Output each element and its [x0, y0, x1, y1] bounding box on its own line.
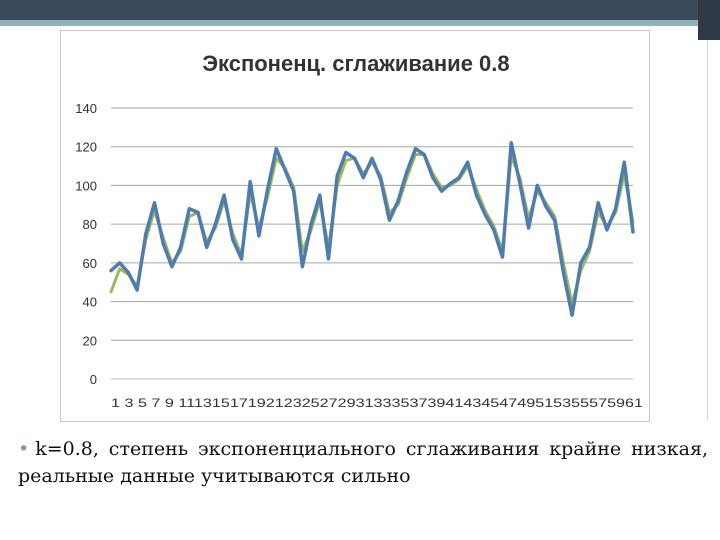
grid-lines — [111, 107, 633, 380]
y-tick-label: 120 — [75, 140, 97, 155]
bullet-marker: • — [18, 438, 30, 460]
y-tick-label: 0 — [90, 372, 97, 387]
slide-header-bar — [0, 0, 720, 40]
slide-right-rule — [707, 40, 708, 420]
bullet-paragraph: • k=0.8, степень экспоненциального сглажи… — [18, 436, 708, 490]
y-tick-label: 60 — [83, 256, 97, 271]
header-dark-band — [0, 0, 705, 20]
y-tick-label: 80 — [83, 217, 97, 232]
series-line-actual — [109, 141, 635, 317]
x-axis-tick-labels: 1 3 5 7 9 111315171921232527293133353739… — [111, 396, 643, 410]
y-axis-ticks: 0 20 40 60 80 100 120 140 — [75, 101, 97, 387]
chart-title: Экспоненц. сглаживание 0.8 — [202, 51, 509, 76]
y-tick-label: 40 — [83, 295, 97, 310]
header-accent-band — [0, 20, 705, 26]
line-chart: Экспоненц. сглаживание 0.8 0 20 40 60 80 100 1… — [75, 51, 643, 410]
series-lines — [109, 141, 635, 317]
bullet-text: k=0.8, степень экспоненциального сглажив… — [18, 438, 708, 487]
header-corner-block — [698, 0, 720, 40]
y-tick-label: 140 — [75, 101, 97, 116]
y-tick-label: 20 — [83, 333, 97, 348]
chart-frame: Экспоненц. сглаживание 0.8 0 20 40 60 80 100 1… — [60, 30, 650, 422]
y-tick-label: 100 — [75, 178, 97, 193]
